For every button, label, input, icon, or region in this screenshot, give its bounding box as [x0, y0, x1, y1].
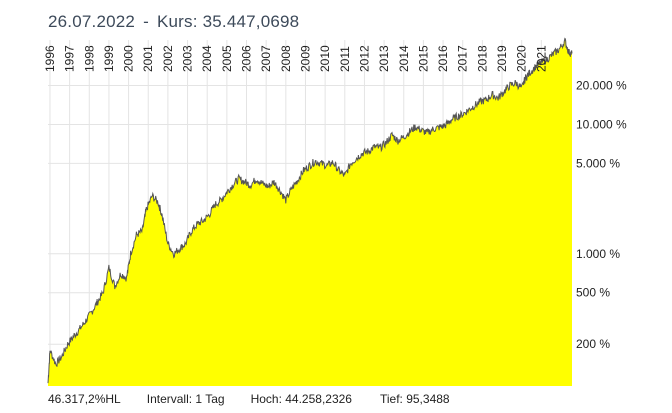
footer-high: Hoch: 44.258,2326: [250, 392, 352, 406]
x-tick-label: 2013: [377, 45, 391, 72]
x-tick-label: 2010: [318, 45, 332, 72]
x-tick-label: 1998: [82, 45, 96, 72]
x-tick-label: 2014: [397, 45, 411, 72]
x-tick-label: 2019: [495, 45, 509, 72]
x-tick-label: 1997: [63, 45, 77, 72]
x-tick-label: 1999: [102, 45, 116, 72]
x-tick-label: 2018: [475, 45, 489, 72]
x-tick-label: 2017: [456, 45, 470, 72]
x-tick-label: 2016: [436, 45, 450, 72]
performance-area: [48, 38, 572, 386]
y-tick-label: 500 %: [576, 286, 610, 300]
y-tick-label: 200 %: [576, 337, 610, 351]
y-tick-label: 20.000 %: [576, 79, 627, 93]
x-tick-label: 2012: [357, 45, 371, 72]
x-tick-label: 2011: [338, 46, 352, 72]
x-tick-label: 1996: [43, 45, 57, 72]
x-tick-label: 2020: [515, 45, 529, 72]
header-separator: -: [143, 12, 149, 31]
footer-interval: Intervall: 1 Tag: [146, 392, 225, 406]
chart-header: 26.07.2022- Kurs: 35.447,0698: [48, 12, 299, 32]
x-tick-label: 2009: [298, 45, 312, 72]
x-tick-label: 2006: [240, 45, 254, 72]
header-kurs-label: Kurs:: [156, 12, 198, 31]
performance-line: [47, 37, 573, 384]
x-tick-label: 2004: [200, 45, 214, 72]
x-tick-label: 2000: [122, 45, 136, 72]
y-axis-tick-labels: 200 % 500 % 1.000 % 5.000 % 10.000 % 20.000 %: [576, 79, 627, 352]
x-tick-label: 2005: [220, 45, 234, 72]
x-tick-label: 2021: [534, 45, 548, 72]
y-tick-label: 1.000 %: [576, 247, 620, 261]
x-tick-label: 2001: [141, 45, 155, 72]
y-tick-label: 10.000 %: [576, 117, 627, 131]
y-tick-label: 5.000 %: [576, 156, 620, 170]
header-kurs-value: 35.447,0698: [202, 12, 300, 31]
x-tick-label: 2002: [161, 45, 175, 72]
header-date: 26.07.2022: [48, 12, 136, 31]
x-tick-label: 2015: [416, 45, 430, 72]
x-axis-tick-labels: 1996 1997 1998 1999 2000 2001 2002 2003 2004 2005…: [43, 45, 548, 72]
x-tick-label: 2003: [181, 45, 195, 72]
chart-footer: 46.317,2%HL Intervall: 1 Tag Hoch: 44.258,…: [48, 392, 450, 406]
x-tick-label: 2008: [279, 45, 293, 72]
x-tick-label: 2007: [259, 45, 273, 72]
footer-low: Tief: 95,3488: [379, 392, 450, 406]
footer-performance: 46.317,2%HL: [48, 392, 121, 406]
